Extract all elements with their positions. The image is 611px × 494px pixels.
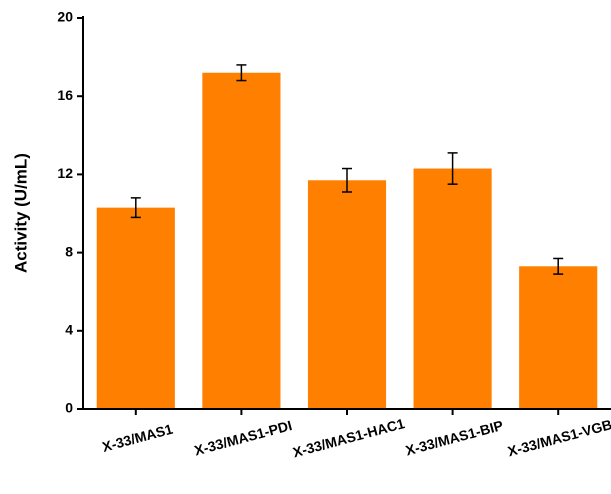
error-bar (342, 167, 352, 193)
bar (96, 207, 175, 409)
x-tick-label: X-33/MAS1 (100, 421, 174, 455)
x-tick-label: X-33/MAS1-HAC1 (291, 415, 407, 460)
error-bar (236, 64, 247, 82)
bar (202, 72, 281, 410)
y-tick-label: 12 (57, 165, 73, 181)
y-tick-label: 4 (65, 322, 73, 338)
error-bar (130, 197, 141, 219)
x-tick-label: X-33/MAS1-BIP (404, 417, 505, 458)
bar (519, 266, 598, 409)
y-axis-label: Activity (U/mL) (11, 153, 30, 273)
error-bar (553, 257, 564, 275)
error-bar (447, 152, 458, 185)
x-tick-label: X-33/MAS1-PDI (193, 417, 294, 458)
y-tick-label: 8 (65, 243, 73, 259)
bar (307, 180, 387, 409)
y-tick-label: 20 (57, 9, 73, 25)
y-tick-label: 16 (57, 87, 73, 103)
x-tick-label: X-33/MAS1-VGB (506, 416, 611, 459)
y-tick-label: 0 (65, 400, 73, 416)
bar (413, 168, 492, 409)
